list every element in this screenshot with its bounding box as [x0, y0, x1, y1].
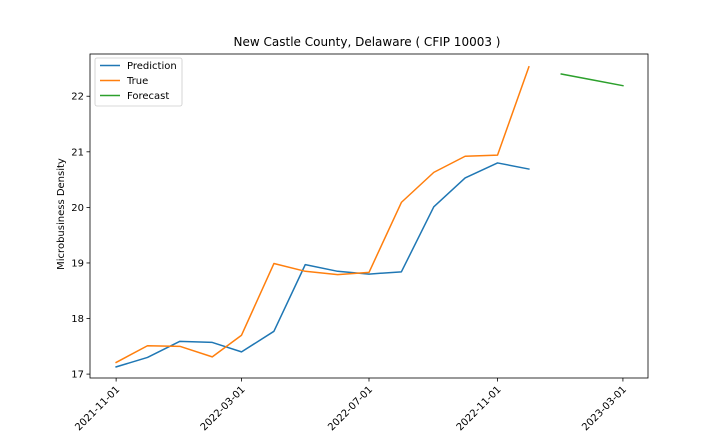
series-line-prediction: [115, 162, 530, 368]
y-axis-label: Microbusiness Density: [56, 158, 67, 270]
legend: Prediction True Forecast: [94, 57, 183, 107]
y-axis: 17 18 19 20 21 22: [71, 92, 90, 381]
y-tick-label: 18: [71, 314, 84, 325]
legend-box: [94, 57, 183, 107]
y-tick-label: 17: [71, 370, 84, 381]
y-tick-label: 22: [71, 92, 84, 103]
chart-title: New Castle County, Delaware ( CFIP 10003…: [234, 35, 501, 49]
y-tick-label: 19: [71, 258, 84, 269]
series-line-forecast: [560, 73, 624, 87]
y-tick-label: 20: [71, 203, 84, 214]
legend-label-prediction: Prediction: [127, 61, 177, 72]
series-line-true: [115, 65, 530, 364]
legend-label-forecast: Forecast: [127, 91, 169, 102]
y-tick-label: 21: [71, 147, 84, 158]
plot-area: [89, 53, 649, 379]
legend-label-true: True: [126, 76, 148, 87]
